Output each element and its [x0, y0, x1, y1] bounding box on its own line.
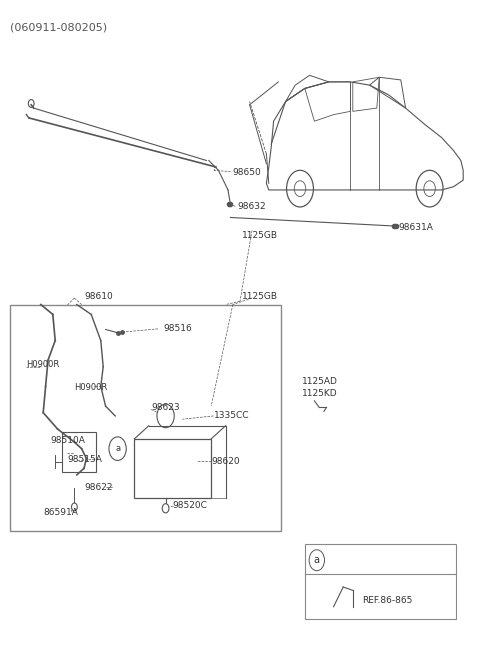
Text: 98516: 98516 [163, 324, 192, 333]
Text: 1125KD: 1125KD [302, 388, 338, 398]
Text: 98623: 98623 [151, 403, 180, 412]
Circle shape [28, 100, 34, 107]
Text: H0900R: H0900R [74, 383, 108, 392]
Text: a: a [115, 444, 120, 453]
Text: 1335CC: 1335CC [214, 411, 249, 421]
Text: H0900R: H0900R [26, 360, 60, 369]
Text: (060911-080205): (060911-080205) [10, 23, 107, 33]
Bar [10, 305, 281, 531]
Text: 98510A: 98510A [50, 436, 85, 445]
Text: a: a [314, 555, 320, 565]
Bar [62, 432, 96, 472]
Text: 98632: 98632 [238, 202, 266, 212]
Text: 98520C: 98520C [173, 501, 208, 510]
Text: 98610: 98610 [84, 291, 113, 301]
Text: 1125GB: 1125GB [242, 291, 278, 301]
Bar [305, 544, 456, 619]
Text: REF.86-865: REF.86-865 [362, 595, 413, 605]
Circle shape [162, 504, 169, 513]
Circle shape [72, 503, 77, 511]
Text: 1125GB: 1125GB [242, 231, 278, 240]
Text: 86591A: 86591A [43, 508, 78, 517]
Text: 98620: 98620 [211, 457, 240, 466]
Text: 98650: 98650 [233, 168, 262, 177]
Text: 1125AD: 1125AD [302, 377, 338, 386]
Text: 98631A: 98631A [398, 223, 433, 233]
Text: 98515A: 98515A [67, 455, 102, 464]
Text: 98622: 98622 [84, 483, 112, 493]
